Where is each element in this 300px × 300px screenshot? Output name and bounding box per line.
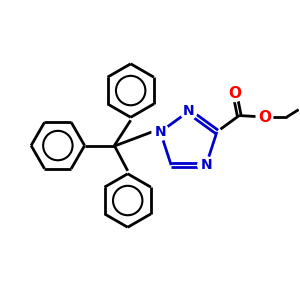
Text: O: O [228,86,241,101]
Circle shape [256,109,273,125]
Text: O: O [258,110,271,124]
Circle shape [180,103,197,120]
Text: N: N [200,158,212,172]
Text: N: N [154,125,166,139]
Circle shape [198,157,214,173]
Circle shape [226,85,243,102]
Text: N: N [183,104,194,118]
Circle shape [152,124,169,140]
